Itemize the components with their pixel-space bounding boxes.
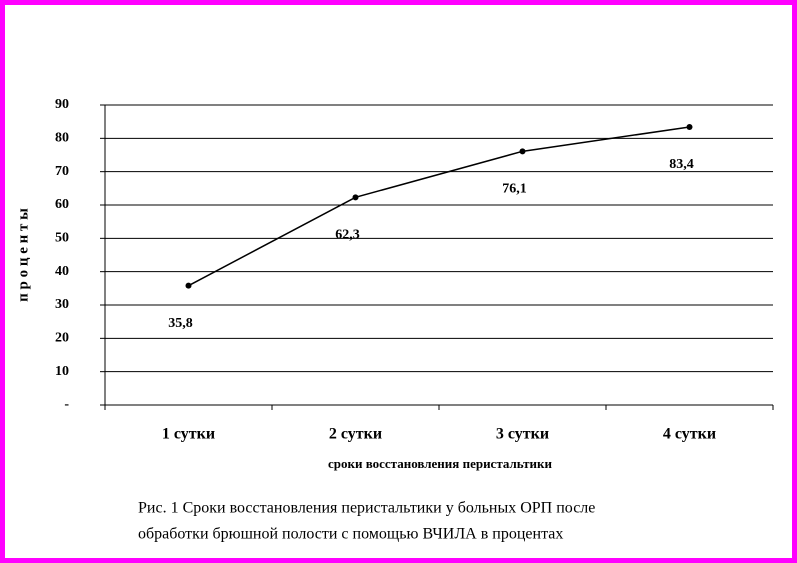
y-tick-label: 30 (55, 297, 69, 312)
y-tick-label: 90 (55, 97, 69, 112)
y-axis-label: п р о ц е н т ы (15, 208, 31, 302)
y-tick-label: 10 (55, 364, 69, 379)
y-tick-label: 20 (55, 331, 69, 346)
y-tick-label: 50 (55, 231, 69, 246)
point (185, 282, 192, 289)
value-label: 83,4 (669, 157, 694, 172)
y-tick-label: 40 (55, 264, 69, 279)
y-tick-label: - (64, 397, 69, 412)
point (519, 148, 526, 155)
line (188, 126, 690, 287)
value-label: 35,8 (168, 316, 193, 331)
x-tick-label: 4 сутки (663, 426, 716, 443)
caption-line: обработки брюшной полости с помощью ВЧИЛ… (138, 526, 563, 543)
caption-line: Рис. 1 Сроки восстановления перистальтик… (138, 500, 595, 517)
point (686, 124, 693, 130)
value-label: 62,3 (335, 228, 360, 243)
x-tick-label: 2 сутки (329, 426, 382, 443)
y-tick-label: 70 (55, 164, 69, 179)
y-tick-label: 80 (55, 131, 69, 146)
x-axis-label: сроки восстановления перистальтики (328, 456, 553, 471)
value-label: 76,1 (502, 182, 527, 197)
x-tick-label: 1 сутки (162, 426, 215, 443)
y-tick-label: 60 (55, 197, 69, 212)
point (352, 194, 359, 201)
x-tick-label: 3 сутки (496, 426, 549, 443)
